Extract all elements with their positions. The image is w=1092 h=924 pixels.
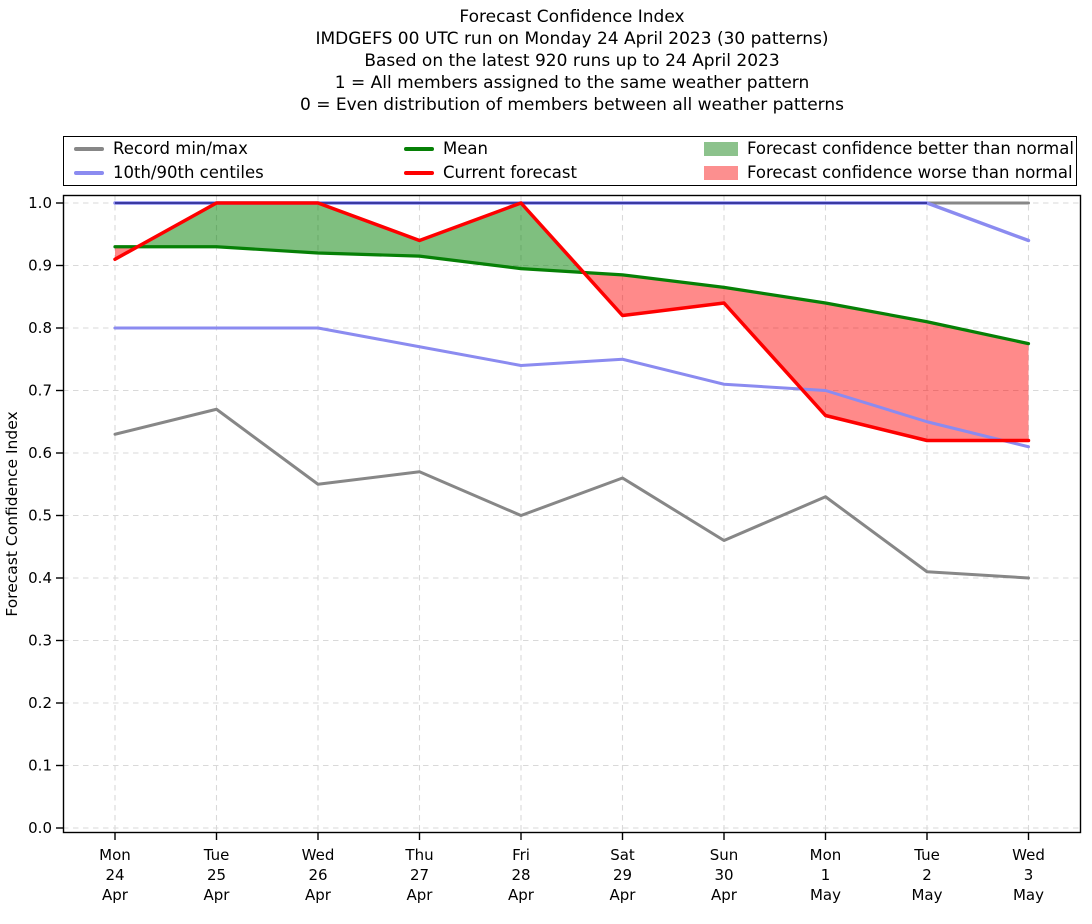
svg-text:1: 1: [821, 866, 831, 884]
svg-text:24: 24: [105, 866, 124, 884]
chart-subtitle: 0 = Even distribution of members between…: [299, 95, 845, 115]
fill-worse-than-normal: [115, 246, 1029, 441]
svg-text:Wed: Wed: [302, 846, 335, 864]
svg-text:0.6: 0.6: [28, 444, 52, 462]
svg-text:0.7: 0.7: [28, 382, 52, 400]
svg-text:0.3: 0.3: [28, 632, 52, 650]
confidence-worse-patch-swatch: [704, 166, 738, 180]
svg-text:May: May: [810, 886, 841, 904]
svg-text:30: 30: [714, 866, 733, 884]
svg-text:Sat: Sat: [610, 846, 635, 864]
svg-text:Mon: Mon: [99, 846, 131, 864]
svg-text:0.4: 0.4: [28, 569, 52, 587]
legend-label: Forecast confidence better than normal: [747, 138, 1074, 158]
series-current-forecast: [113, 201, 1031, 443]
legend-item-record-minmax: Record min/max: [74, 138, 404, 158]
svg-text:Tue: Tue: [913, 846, 940, 864]
svg-text:0.9: 0.9: [28, 257, 52, 275]
svg-text:Apr: Apr: [711, 886, 738, 904]
series-record-min: [113, 407, 1030, 580]
centiles-line-swatch: [74, 171, 104, 175]
svg-text:26: 26: [308, 866, 327, 884]
svg-text:Apr: Apr: [610, 886, 637, 904]
y-axis-label: Forecast Confidence Index: [3, 411, 21, 616]
svg-text:3: 3: [1024, 866, 1034, 884]
svg-text:Wed: Wed: [1012, 846, 1045, 864]
svg-text:28: 28: [511, 866, 530, 884]
legend: Record min/max 10th/90th centiles Mean C…: [63, 136, 1077, 186]
legend-label: Forecast confidence worse than normal: [747, 162, 1073, 182]
svg-text:Thu: Thu: [404, 846, 433, 864]
record-minmax-line-swatch: [74, 147, 104, 151]
legend-item-mean: Mean: [404, 138, 704, 158]
confidence-better-patch-swatch: [704, 142, 738, 156]
chart-title-block: Forecast Confidence Index IMDGEFS 00 UTC…: [63, 6, 1081, 116]
svg-text:Apr: Apr: [204, 886, 231, 904]
svg-text:Fri: Fri: [512, 846, 530, 864]
svg-text:2: 2: [922, 866, 932, 884]
legend-label: 10th/90th centiles: [113, 162, 264, 182]
legend-label: Mean: [443, 138, 488, 158]
svg-text:May: May: [1013, 886, 1044, 904]
svg-text:Apr: Apr: [407, 886, 434, 904]
svg-text:Apr: Apr: [305, 886, 332, 904]
legend-item-centiles: 10th/90th centiles: [74, 162, 404, 182]
svg-text:27: 27: [410, 866, 429, 884]
series-mean: [113, 245, 1031, 346]
svg-text:Apr: Apr: [508, 886, 535, 904]
svg-text:0.0: 0.0: [28, 819, 52, 837]
chart-title: Forecast Confidence Index: [459, 7, 685, 27]
svg-text:1.0: 1.0: [28, 194, 52, 212]
chart-subtitle: IMDGEFS 00 UTC run on Monday 24 April 20…: [315, 29, 829, 49]
chart-subtitle: Based on the latest 920 runs up to 24 Ap…: [364, 51, 780, 71]
svg-text:May: May: [911, 886, 942, 904]
legend-label: Record min/max: [113, 138, 248, 158]
axis-ticks: [56, 202, 1030, 840]
current-forecast-line-swatch: [404, 171, 434, 175]
gridlines: [63, 195, 1081, 833]
fill-better-than-normal: [137, 203, 584, 273]
confidence-fills: [115, 203, 1029, 441]
plot-border: [62, 194, 1082, 834]
mean-line-swatch: [404, 147, 434, 151]
svg-text:Apr: Apr: [102, 886, 129, 904]
svg-text:25: 25: [207, 866, 226, 884]
svg-text:29: 29: [613, 866, 632, 884]
legend-item-confidence-worse: Forecast confidence worse than normal: [704, 162, 1076, 182]
legend-item-confidence-better: Forecast confidence better than normal: [704, 138, 1076, 158]
x-tick-labels: Mon 24 Apr Tue 25 Apr Wed 26 Apr Thu 27 Apr Fri 28 Apr…: [99, 846, 1045, 904]
svg-text:0.8: 0.8: [28, 319, 52, 337]
legend-label: Current forecast: [443, 162, 577, 182]
svg-text:Tue: Tue: [203, 846, 230, 864]
legend-item-current-forecast: Current forecast: [404, 162, 704, 182]
svg-text:0.1: 0.1: [28, 757, 52, 775]
chart-subtitle: 1 = All members assigned to the same wea…: [334, 73, 810, 93]
y-tick-labels: 0.0 0.1 0.2 0.3 0.4 0.5 0.6 0.7 0.8 0.9 1.0: [28, 194, 52, 837]
svg-text:0.2: 0.2: [28, 694, 52, 712]
series-10th-centile: [113, 326, 1030, 449]
svg-text:Mon: Mon: [810, 846, 842, 864]
svg-text:Sun: Sun: [710, 846, 739, 864]
svg-text:0.5: 0.5: [28, 507, 52, 525]
